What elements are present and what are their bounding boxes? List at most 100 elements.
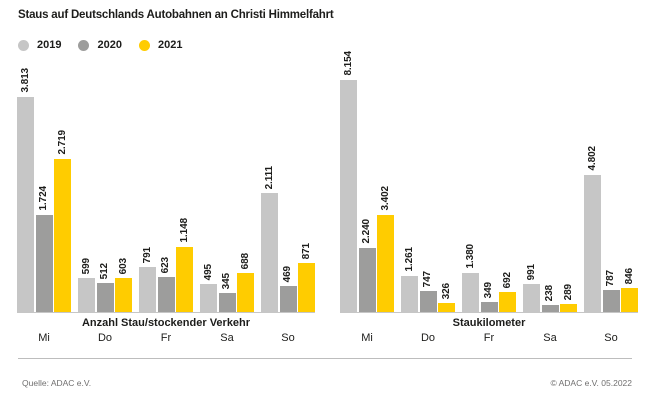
bar-wrap-2021-Do: 603 xyxy=(115,258,132,312)
bar-wrap-2020-Do: 512 xyxy=(96,262,114,312)
plot-area: 3.813 1.724 2.719 599 512 603 791 623 1.148 495 34… xyxy=(17,45,315,312)
bar-2019-Do xyxy=(78,278,95,312)
bar-wrap-2020-Mi: 2.240 xyxy=(358,219,376,312)
bar-2021-Do xyxy=(438,303,455,312)
bar-group-Fr: 791 623 1.148 xyxy=(139,218,193,312)
bar-value-label: 599 xyxy=(80,257,92,274)
bar-value-label: 1.724 xyxy=(38,186,49,211)
footer-source: Quelle: ADAC e.V. xyxy=(22,378,92,388)
legend-dot-2020 xyxy=(78,39,90,51)
bar-wrap-2021-Do: 326 xyxy=(438,283,455,312)
bar-2019-Do xyxy=(401,276,418,312)
bar-wrap-2020-Do: 747 xyxy=(419,270,437,312)
bar-wrap-2020-Sa: 345 xyxy=(218,272,236,312)
x-axis-labels: Mi Do Fr Sa So xyxy=(17,332,315,344)
bar-value-label: 623 xyxy=(160,256,171,273)
bar-value-label: 289 xyxy=(562,283,574,300)
x-axis-label-Sa: Sa xyxy=(543,332,557,344)
bar-value-label: 692 xyxy=(501,271,513,288)
bar-group-Mi: 8.154 2.240 3.402 xyxy=(340,51,394,312)
bar-2019-So xyxy=(584,175,601,312)
x-axis-label-Mi: Mi xyxy=(361,332,373,344)
bar-group-Fr: 1.380 349 692 xyxy=(462,244,516,312)
footer-copyright: © ADAC e.V. 05.2022 xyxy=(550,378,632,388)
bar-2019-Mi xyxy=(17,97,34,312)
bar-2020-Mi xyxy=(35,215,53,312)
x-axis-label-Fr: Fr xyxy=(160,332,172,344)
bar-2019-Fr xyxy=(462,273,479,312)
bar-value-label: 991 xyxy=(525,263,537,280)
bar-value-label: 495 xyxy=(202,263,214,280)
bar-wrap-2021-So: 846 xyxy=(621,268,638,312)
chart-anzahl-staus: 3.813 1.724 2.719 599 512 603 791 623 1.148 495 34… xyxy=(17,45,315,344)
bar-value-label: 787 xyxy=(605,269,616,286)
bar-2021-Mi xyxy=(54,159,71,312)
legend-label: 2020 xyxy=(97,39,122,51)
x-axis-line xyxy=(17,312,315,313)
bar-2020-Mi xyxy=(358,248,376,312)
bar-value-label: 3.813 xyxy=(19,68,31,93)
x-axis-line xyxy=(340,312,638,313)
bar-wrap-2019-Do: 1.261 xyxy=(401,247,418,312)
bar-value-label: 846 xyxy=(623,267,635,284)
bar-wrap-2019-Mi: 8.154 xyxy=(340,51,357,312)
bar-wrap-2019-Fr: 1.380 xyxy=(462,244,479,312)
bar-wrap-2019-Sa: 991 xyxy=(523,264,540,312)
legend-item-2020: 2020 xyxy=(78,39,122,51)
bar-value-label: 1.380 xyxy=(464,244,476,269)
bar-value-label: 2.111 xyxy=(263,165,275,189)
bar-2020-So xyxy=(602,290,620,312)
bar-wrap-2021-Mi: 2.719 xyxy=(54,130,71,312)
bar-2019-Mi xyxy=(340,80,357,312)
legend-dot-2021 xyxy=(138,39,150,51)
bar-group-Sa: 991 238 289 xyxy=(523,264,577,312)
bar-wrap-2021-Fr: 1.148 xyxy=(176,218,193,312)
bar-2020-Fr xyxy=(157,277,175,312)
bar-2020-Sa xyxy=(218,293,236,312)
axis-title: Staukilometer xyxy=(452,317,526,329)
x-axis-label-So: So xyxy=(604,332,618,344)
legend-dot-2019 xyxy=(18,39,29,51)
bar-2019-Sa xyxy=(200,284,217,312)
bar-wrap-2020-Sa: 238 xyxy=(541,285,559,312)
legend: 2019 2020 2021 xyxy=(18,39,182,51)
bar-value-label: 3.402 xyxy=(379,186,391,211)
bar-2021-So xyxy=(621,288,638,312)
x-axis-label-So: So xyxy=(281,332,295,344)
bar-value-label: 512 xyxy=(99,262,110,279)
bar-value-label: 8.154 xyxy=(342,51,354,76)
bar-2021-Sa xyxy=(560,304,577,312)
bar-value-label: 326 xyxy=(440,282,452,299)
chart-title: Staus auf Deutschlands Autobahnen an Chr… xyxy=(18,9,334,21)
bar-2021-Sa xyxy=(237,273,254,312)
bar-2021-Mi xyxy=(377,215,394,312)
bar-2021-Fr xyxy=(499,292,516,312)
bar-wrap-2019-Mi: 3.813 xyxy=(17,68,34,312)
bar-group-Mi: 3.813 1.724 2.719 xyxy=(17,68,71,312)
bar-wrap-2021-Mi: 3.402 xyxy=(377,186,394,312)
bar-2020-So xyxy=(279,286,297,312)
bar-2019-Fr xyxy=(139,267,156,312)
legend-label: 2019 xyxy=(37,39,62,51)
chart-staukilometer: 8.154 2.240 3.402 1.261 747 326 1.380 349 692 991… xyxy=(340,45,638,344)
footer-divider xyxy=(18,358,632,359)
bar-2020-Fr xyxy=(480,302,498,312)
bar-2020-Do xyxy=(419,291,437,312)
bar-2019-So xyxy=(261,193,278,312)
bar-value-label: 2.240 xyxy=(361,219,372,244)
bar-wrap-2021-Fr: 692 xyxy=(499,272,516,312)
bar-wrap-2019-Fr: 791 xyxy=(139,247,156,312)
x-axis-label-Do: Do xyxy=(420,332,436,344)
bar-group-Do: 1.261 747 326 xyxy=(401,247,455,312)
bar-wrap-2020-Mi: 1.724 xyxy=(35,186,53,312)
bar-wrap-2020-Fr: 349 xyxy=(480,282,498,312)
bar-value-label: 469 xyxy=(282,265,293,282)
bar-2020-Sa xyxy=(541,305,559,312)
bar-wrap-2020-Fr: 623 xyxy=(157,256,175,312)
bar-value-label: 747 xyxy=(422,270,433,287)
bar-group-Sa: 495 345 688 xyxy=(200,253,254,312)
bar-value-label: 345 xyxy=(221,272,232,289)
bar-group-Do: 599 512 603 xyxy=(78,258,132,312)
bar-2021-Do xyxy=(115,278,132,312)
bar-value-label: 4.802 xyxy=(586,146,598,171)
